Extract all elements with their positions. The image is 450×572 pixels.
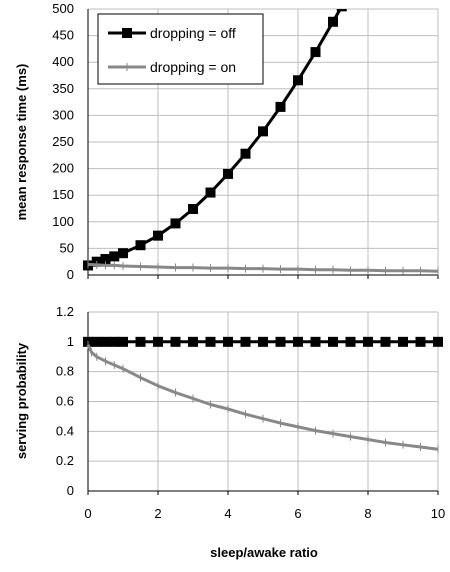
data-point xyxy=(153,336,163,347)
bottom-y-axis-title: serving probability xyxy=(14,342,29,459)
y-tick-label: 350 xyxy=(52,81,74,96)
data-point xyxy=(205,187,216,198)
y-tick-label: 1.2 xyxy=(56,304,74,319)
data-point xyxy=(398,336,408,347)
x-tick-label: 6 xyxy=(294,506,301,521)
y-tick-label: 150 xyxy=(52,187,74,202)
y-tick-label: 500 xyxy=(52,1,74,16)
data-point xyxy=(336,9,347,12)
plot-area xyxy=(83,9,439,276)
legend: dropping = off dropping = on xyxy=(97,13,264,85)
data-point xyxy=(223,336,233,347)
x-tick-label: 2 xyxy=(154,506,161,521)
legend-label-off: dropping = off xyxy=(150,25,236,41)
data-point xyxy=(118,248,128,259)
y-tick-label: 250 xyxy=(52,134,74,149)
data-point xyxy=(345,336,356,347)
legend-label-on: dropping = on xyxy=(150,59,236,75)
data-point xyxy=(258,126,268,137)
data-point xyxy=(240,148,251,159)
data-point xyxy=(380,336,391,347)
y-tick-label: 200 xyxy=(52,161,74,176)
y-tick-label: 0 xyxy=(67,267,74,282)
data-point xyxy=(109,251,120,262)
y-tick-label: 0 xyxy=(67,483,74,498)
x-tick-label: 4 xyxy=(224,506,231,521)
data-point xyxy=(188,336,198,347)
data-point xyxy=(310,47,321,58)
data-point xyxy=(310,336,321,347)
y-tick-label: 0.2 xyxy=(56,453,74,468)
y-tick-label: 450 xyxy=(52,28,74,43)
x-tick-label: 10 xyxy=(431,506,445,521)
plot-area xyxy=(83,336,443,454)
data-point xyxy=(275,101,286,112)
y-tick-label: 0.8 xyxy=(56,364,74,379)
data-point xyxy=(223,168,233,179)
y-tick-label: 1 xyxy=(67,334,74,349)
data-point xyxy=(118,336,128,347)
y-tick-label: 300 xyxy=(52,107,74,122)
y-tick-label: 50 xyxy=(60,240,74,255)
data-point xyxy=(170,336,181,347)
data-point xyxy=(100,254,111,265)
top-y-axis-title: mean response time (ms) xyxy=(14,64,29,221)
data-point xyxy=(170,218,181,229)
data-point xyxy=(109,336,120,347)
x-axis-title: sleep/awake ratio xyxy=(210,545,318,560)
y-tick-label: 100 xyxy=(52,214,74,229)
y-tick-label: 0.6 xyxy=(56,394,74,409)
data-point xyxy=(328,336,338,347)
data-point xyxy=(205,336,216,347)
data-point xyxy=(188,204,198,215)
data-point xyxy=(275,336,286,347)
series-line-dropping-on xyxy=(86,344,439,451)
data-point xyxy=(293,336,303,347)
data-point xyxy=(153,230,163,241)
data-point xyxy=(240,336,251,347)
data-point xyxy=(100,336,111,347)
serving-probability-panel: 0 0.2 0.4 0.6 0.8 1 1.2 0 2 4 6 8 10 xyxy=(56,304,445,521)
data-point xyxy=(91,336,102,347)
data-point xyxy=(258,336,268,347)
data-point xyxy=(293,75,303,86)
x-tick-label: 0 xyxy=(84,506,91,521)
data-point xyxy=(363,336,373,347)
data-point xyxy=(433,336,443,347)
y-tick-label: 0.4 xyxy=(56,423,74,438)
data-point xyxy=(328,16,338,27)
legend-frame xyxy=(97,13,264,85)
data-point xyxy=(135,336,146,347)
legend-marker-off xyxy=(122,28,132,38)
data-point xyxy=(135,240,146,251)
data-point xyxy=(415,336,426,347)
y-tick-label: 400 xyxy=(52,54,74,69)
x-tick-label: 8 xyxy=(364,506,371,521)
